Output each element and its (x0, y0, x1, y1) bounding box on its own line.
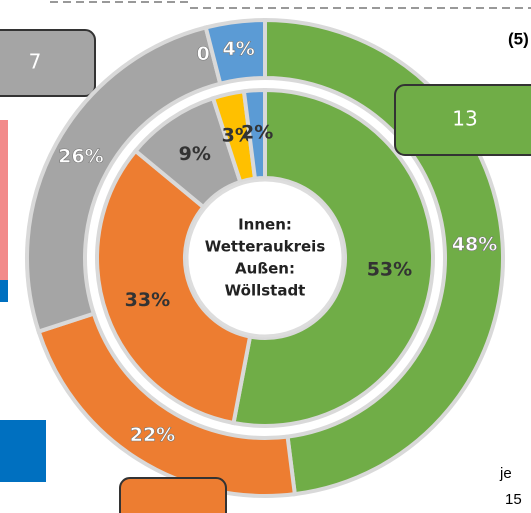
center-circle (185, 178, 345, 338)
data-label: 33% (125, 289, 170, 311)
side-text: je (499, 465, 512, 482)
callout-text: 13 (452, 107, 477, 131)
side-text: (5) (508, 29, 529, 48)
center-label: Wöllstadt (225, 282, 306, 300)
data-label: 22% (130, 424, 175, 446)
data-label: 53% (367, 258, 412, 280)
donut-slice (241, 87, 267, 181)
side-text: 15 (505, 491, 522, 508)
side-block (0, 420, 46, 482)
donut-slice (95, 148, 253, 426)
data-label: 4% (223, 38, 255, 60)
center-label: Innen: (238, 216, 292, 234)
side-bar (0, 280, 8, 302)
data-label: 3% (222, 125, 254, 147)
center-label: Wetteraukreis (205, 238, 326, 256)
data-label: 26% (58, 145, 103, 167)
data-label: 2% (241, 122, 273, 144)
callout-box (394, 84, 531, 156)
callout-box (119, 477, 227, 513)
donut-slice (231, 87, 435, 428)
donut-slice (203, 17, 267, 87)
callout-text: 7 (29, 50, 42, 74)
data-label: 48% (452, 233, 497, 255)
center-label: Außen: (235, 260, 295, 278)
callout-box (0, 29, 96, 97)
side-bar (0, 120, 8, 280)
data-label: 9% (179, 143, 211, 165)
